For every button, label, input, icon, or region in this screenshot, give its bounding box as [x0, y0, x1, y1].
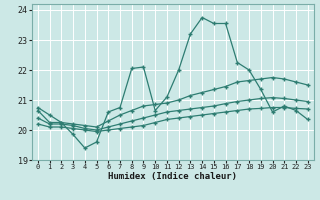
X-axis label: Humidex (Indice chaleur): Humidex (Indice chaleur)	[108, 172, 237, 181]
